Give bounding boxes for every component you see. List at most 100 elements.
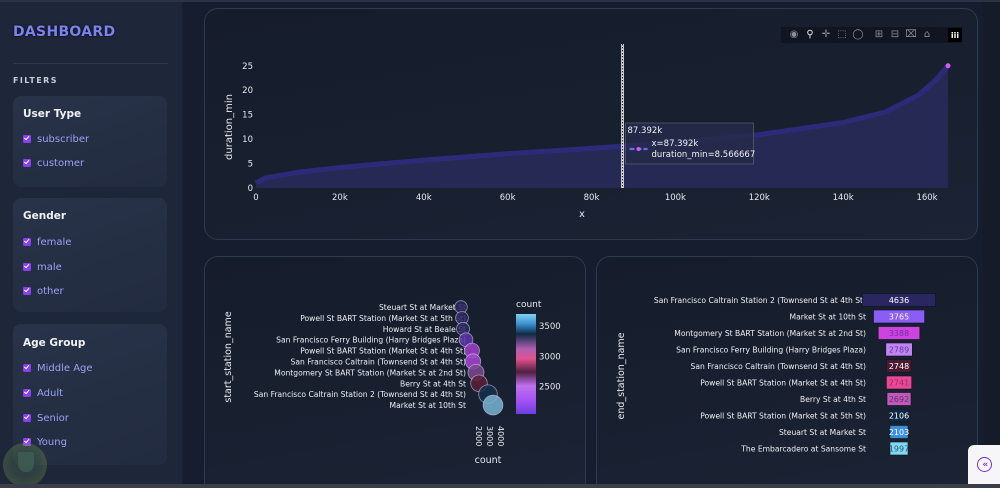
box-select-icon[interactable]: ⬚ <box>837 29 847 40</box>
bar <box>873 309 925 324</box>
y-tick-label: 20 <box>242 86 253 96</box>
checkbox-label: customer <box>37 157 85 169</box>
x-tick-label: 20k <box>332 193 348 203</box>
checkbox-label: other <box>37 285 64 297</box>
y-tick-label: 5 <box>248 160 253 170</box>
y-category-label: San Francisco Caltrain Station 2 (Townse… <box>254 390 466 399</box>
checkbox-adult[interactable]: Adult <box>23 386 63 400</box>
y-category-label: Powell St BART Station (Market St at 5th… <box>700 412 866 421</box>
double-chevron-left-icon: « <box>977 457 992 472</box>
bottom-border <box>0 484 1000 488</box>
checkbox-middle-age[interactable]: Middle Age <box>23 361 93 375</box>
hover-legend-marker <box>636 147 641 151</box>
bar-value-label: 1997 <box>889 445 909 454</box>
checkbox-female[interactable]: female <box>23 235 71 249</box>
x-tick-label: 3000 <box>485 426 494 446</box>
filter-card-gender: Gender female male other <box>13 198 167 312</box>
x-tick-label: 160k <box>916 193 937 203</box>
filter-title: User Type <box>23 108 82 120</box>
checkbox-young[interactable]: Young <box>23 435 67 449</box>
filters-heading: FILTERS <box>13 76 58 85</box>
y-category-label: San Francisco Ferry Building (Harry Brid… <box>676 346 866 355</box>
checkbox-senior[interactable]: Senior <box>23 411 69 425</box>
area-fill <box>256 65 948 188</box>
shield-icon <box>18 452 34 472</box>
hover-tooltip <box>625 122 754 165</box>
hover-header: 87.392k <box>628 126 663 136</box>
filter-title: Age Group <box>23 337 86 349</box>
checkbox-checked-icon[interactable] <box>23 263 31 271</box>
y-category-label: Howard St at Beale St <box>383 325 466 334</box>
y-category-label: The Embarcadero at Sansome St <box>740 445 866 454</box>
y-tick-label: 25 <box>242 62 253 72</box>
x-tick-label: 140k <box>833 193 854 203</box>
bar-value-label: 3765 <box>889 313 909 322</box>
bar <box>886 392 912 406</box>
reset-axes-icon[interactable]: ⌂ <box>923 29 931 40</box>
bar-value-label: 4636 <box>889 296 909 305</box>
y-tick-label: 0 <box>248 184 253 194</box>
bar-value-label: 2692 <box>889 395 909 404</box>
checkbox-checked-icon[interactable] <box>23 159 31 167</box>
y-category-label: Berry St at 4th St <box>400 379 466 388</box>
plotly-logo-icon[interactable]: iii <box>948 28 962 42</box>
checkbox-checked-icon[interactable] <box>23 414 31 422</box>
end-station-bar-chart[interactable]: San Francisco Caltrain Station 2 (Townse… <box>596 256 978 488</box>
x-tick-label: 0 <box>253 193 258 203</box>
lasso-select-icon[interactable]: ◯ <box>852 29 864 40</box>
x-tick-label: 60k <box>500 193 516 203</box>
bar-value-label: 2789 <box>889 346 909 355</box>
bubble-marker <box>482 394 504 416</box>
x-tick-label: 100k <box>665 193 686 203</box>
autoscale-icon[interactable]: ⌧ <box>905 29 917 40</box>
checkbox-label: male <box>37 261 62 273</box>
colorbar-tick-label: 3000 <box>539 352 561 362</box>
zoom-in-icon[interactable]: ⊞ <box>874 29 884 40</box>
checkbox-label: female <box>37 236 72 248</box>
y-category-label: Berry St at 4th St <box>800 395 866 404</box>
hover-line-1: x=87.392k <box>652 139 699 149</box>
bar <box>889 441 909 456</box>
colorbar-title: count <box>516 300 542 310</box>
checkbox-subscriber[interactable]: subscriber <box>23 132 89 146</box>
start-station-bubble-chart[interactable]: Steuart St at Market St Powell St BART St… <box>204 256 586 488</box>
collapse-sidebar-button[interactable]: « <box>968 445 1000 485</box>
zoom-icon[interactable]: ⚲ <box>806 29 814 40</box>
bar-value-label: 2106 <box>889 412 909 421</box>
x-tick-label: 2000 <box>474 426 483 446</box>
checkbox-checked-icon[interactable] <box>23 135 31 143</box>
checkbox-label: Young <box>37 436 67 448</box>
checkbox-other[interactable]: other <box>23 284 64 298</box>
watermark-logo <box>3 443 47 487</box>
y-category-label: Steuart St at Market St <box>379 303 466 312</box>
checkbox-checked-icon[interactable] <box>23 364 31 372</box>
checkbox-checked-icon[interactable] <box>23 438 31 446</box>
checkbox-checked-icon[interactable] <box>23 238 31 246</box>
checkbox-checked-icon[interactable] <box>23 389 31 397</box>
x-tick-label: 4000 <box>496 426 505 446</box>
y-category-label: Powell St BART Station (Market St at 4th… <box>300 347 466 356</box>
y-category-label: San Francisco Caltrain (Townsend St at 4… <box>691 362 866 371</box>
y-axis-title: start_station_name <box>223 311 234 402</box>
y-category-label: Montgomery St BART Station (Market St at… <box>274 368 466 377</box>
bar <box>885 342 913 357</box>
pan-icon[interactable]: ✛ <box>821 29 831 40</box>
bar-value-label: 2741 <box>889 379 909 388</box>
filter-card-age-group: Age Group Middle Age Adult Senior Young <box>13 324 167 465</box>
colorbar-tick-label: 2500 <box>539 383 561 393</box>
checkbox-male[interactable]: male <box>23 260 62 274</box>
bar <box>889 408 909 423</box>
checkbox-label: subscriber <box>37 133 90 145</box>
bar-value-label: 2103 <box>889 428 909 437</box>
checkbox-checked-icon[interactable] <box>23 287 31 295</box>
y-category-label: Market St at 10th St <box>390 401 466 410</box>
sidebar: DASHBOARD FILTERS User Type subscriber c… <box>0 2 183 484</box>
duration-area-chart[interactable]: 0 5 10 15 20 25 0 20k 40k 60k 80k 100k 120k 140k 160k x… <box>204 8 978 240</box>
camera-icon[interactable]: ◉ <box>789 29 799 40</box>
x-tick-label: 40k <box>416 193 432 203</box>
y-tick-label: 10 <box>242 135 253 145</box>
zoom-out-icon[interactable]: ⊟ <box>890 29 900 40</box>
y-category-label: Powell St BART Station (Market St at 4th… <box>700 379 866 388</box>
checkbox-customer[interactable]: customer <box>23 156 84 170</box>
